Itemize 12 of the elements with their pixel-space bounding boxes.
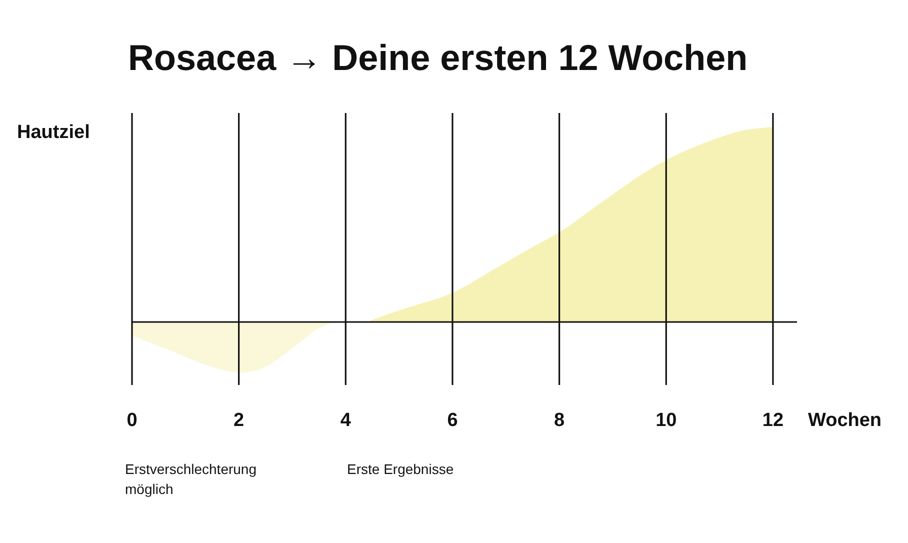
x-tick-label: 2 — [234, 410, 244, 431]
x-tick-label: 10 — [656, 410, 677, 431]
x-axis-title: Wochen — [808, 410, 882, 431]
x-tick-label: 6 — [447, 410, 458, 431]
chart-title: Rosacea → Deine ersten 12 Wochen — [128, 37, 748, 78]
x-tick-label: 8 — [554, 410, 565, 431]
y-axis-title: Hautziel — [17, 122, 90, 143]
x-tick-label: 12 — [762, 410, 784, 431]
text: Erste Ergebnisse — [347, 461, 454, 477]
text: Erstverschlechterung möglich — [125, 461, 257, 497]
x-tick-label: 0 — [126, 410, 138, 431]
x-tick-label: 4 — [340, 410, 352, 431]
